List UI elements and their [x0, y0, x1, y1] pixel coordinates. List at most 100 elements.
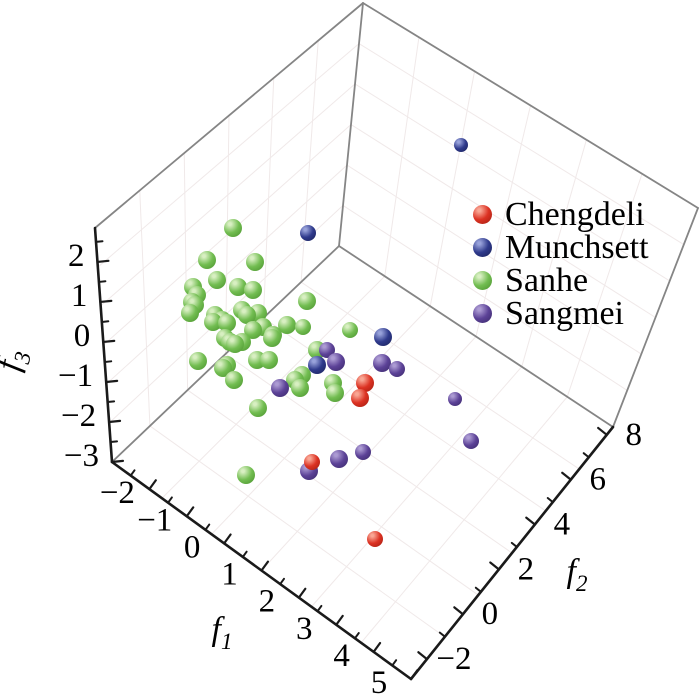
minor-tick-f3 — [100, 320, 110, 323]
minor-tick-f1 — [241, 550, 248, 558]
minor-tick-f3 — [97, 280, 107, 283]
data-point-sanhe — [278, 316, 296, 334]
left-wall-grid — [183, 152, 189, 391]
legend-item-sanhe: Sanhe — [473, 262, 649, 299]
tick-label-f1-5: 5 — [371, 665, 388, 698]
axis-title-f2: f2 — [567, 553, 588, 596]
data-point-sanhe — [249, 399, 267, 417]
data-point-sanhe — [225, 371, 243, 389]
legend-item-chengdeli: Chengdeli — [473, 196, 649, 233]
legend-marker-icon — [473, 238, 492, 257]
data-point-sangmei — [373, 354, 391, 372]
legend-label: Sanhe — [505, 262, 589, 299]
minor-tick-f3 — [95, 240, 104, 243]
minor-tick-f3 — [109, 440, 119, 443]
data-point-sanhe — [226, 335, 244, 353]
data-point-munchsett — [374, 328, 392, 346]
major-tick-f2 — [561, 471, 572, 481]
minor-tick-f2 — [546, 497, 554, 504]
major-tick-f1 — [409, 669, 419, 681]
data-point-sanhe — [204, 313, 222, 331]
data-point-sangmei — [355, 444, 371, 460]
data-point-sanhe — [342, 322, 358, 338]
major-tick-f2 — [525, 516, 536, 526]
data-point-munchsett — [300, 225, 316, 241]
box-edge — [612, 207, 699, 428]
legend-marker-icon — [473, 205, 492, 224]
minor-tick-f1 — [204, 523, 211, 531]
tick-label-f1-2: 2 — [259, 584, 276, 620]
tick-label-f1-3: 3 — [296, 611, 313, 647]
data-point-sanhe — [181, 304, 199, 322]
data-point-sanhe — [295, 319, 311, 335]
major-tick-f1 — [260, 560, 270, 572]
data-point-sanhe — [238, 306, 256, 324]
major-tick-f3 — [96, 259, 110, 264]
major-tick-f1 — [185, 506, 195, 518]
data-point-sanhe — [246, 253, 264, 271]
data-point-sangmei — [448, 392, 462, 406]
data-point-sanhe — [208, 271, 226, 289]
tick-label-f2--2: −2 — [436, 641, 471, 677]
minor-tick-f1 — [129, 469, 136, 477]
data-point-chengdeli — [367, 531, 383, 547]
minor-tick-f3 — [106, 400, 116, 403]
major-tick-f3 — [99, 299, 113, 304]
tick-label-f3-0: 0 — [74, 318, 91, 354]
legend-label: Munchsett — [505, 229, 649, 266]
legend-marker-icon — [473, 304, 492, 323]
major-tick-f2 — [597, 426, 608, 436]
major-tick-f3 — [102, 339, 116, 344]
data-point-sangmei — [330, 450, 348, 468]
floor-grid — [360, 396, 568, 644]
minor-tick-f1 — [167, 496, 173, 504]
legend-marker-icon — [473, 271, 492, 290]
data-point-sangmei — [271, 379, 289, 397]
box-edge — [94, 2, 364, 229]
major-tick-f3 — [110, 459, 125, 464]
data-point-chengdeli — [304, 454, 320, 470]
tick-label-f2-6: 6 — [590, 462, 607, 498]
tick-label-f1-4: 4 — [333, 638, 350, 674]
tick-label-f1--2: −2 — [100, 475, 135, 511]
major-tick-f1 — [148, 479, 157, 491]
tick-label-f1-1: 1 — [221, 557, 238, 593]
tick-label-f3--3: −3 — [64, 438, 99, 474]
axis-title-f1: f1 — [212, 611, 233, 654]
legend-label: Chengdeli — [505, 196, 645, 233]
minor-tick-f1 — [279, 577, 286, 586]
major-tick-f1 — [297, 587, 307, 599]
tick-label-f2-0: 0 — [482, 596, 499, 632]
data-point-sanhe — [229, 278, 247, 296]
major-tick-f3 — [107, 419, 122, 424]
tick-label-f1-0: 0 — [184, 529, 201, 565]
minor-tick-f2 — [582, 452, 590, 459]
minor-tick-f2 — [438, 631, 446, 638]
box-edge — [338, 245, 614, 428]
major-tick-f2 — [489, 561, 500, 571]
data-point-sanhe — [224, 219, 242, 237]
floor-grid — [310, 366, 523, 608]
data-point-sanhe — [244, 321, 262, 339]
data-point-chengdeli — [356, 374, 374, 392]
data-point-sangmei — [327, 353, 345, 371]
major-tick-f1 — [372, 641, 382, 653]
major-tick-f1 — [223, 533, 232, 545]
major-tick-f2 — [417, 651, 429, 661]
data-point-sangmei — [389, 361, 405, 377]
minor-tick-f1 — [353, 632, 360, 640]
minor-tick-f2 — [510, 541, 518, 548]
data-point-sanhe — [298, 292, 316, 310]
data-point-sanhe — [263, 329, 281, 347]
major-tick-f2 — [453, 606, 465, 616]
right-wall-grid — [342, 204, 628, 391]
data-point-sanhe — [260, 351, 278, 369]
minor-tick-f1 — [391, 659, 398, 667]
data-point-munchsett — [454, 138, 468, 152]
data-point-sanhe — [189, 352, 207, 370]
data-point-sanhe — [326, 384, 344, 402]
left-wall-grid — [139, 189, 151, 427]
tick-label-f2-4: 4 — [554, 507, 571, 543]
